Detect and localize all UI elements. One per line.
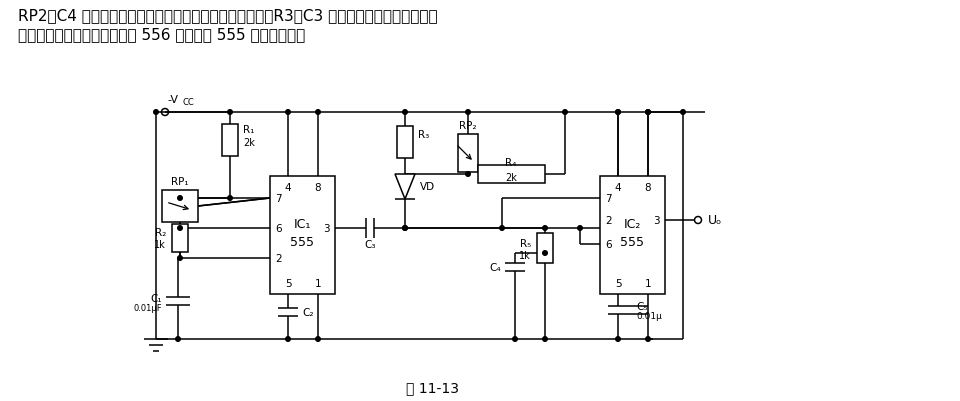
Circle shape [615,337,620,341]
Text: 1: 1 [645,278,651,288]
Circle shape [176,337,180,341]
Text: 来选择。也可以用双时基电路 556 代替两片 555 单时基电路。: 来选择。也可以用双时基电路 556 代替两片 555 单时基电路。 [18,27,305,43]
Circle shape [542,337,547,341]
Text: 1k: 1k [519,250,531,260]
Circle shape [646,337,650,341]
Text: RP2、C4 分别根据脉冲频率和占空比的调节范围来选择；R3、C3 则根据输出脉冲的最小宽度: RP2、C4 分别根据脉冲频率和占空比的调节范围来选择；R3、C3 则根据输出脉… [18,8,438,23]
Text: 0.01μ: 0.01μ [636,312,661,321]
Text: 3: 3 [324,223,330,233]
Circle shape [402,110,407,115]
Circle shape [578,226,583,231]
Text: 6: 6 [275,223,281,233]
Text: Uₒ: Uₒ [708,214,722,227]
Circle shape [542,226,547,231]
Text: C₃: C₃ [364,239,375,249]
Text: 1: 1 [315,278,322,288]
Text: 7: 7 [605,194,612,203]
Text: C₅: C₅ [636,301,647,311]
Text: IC₁: IC₁ [294,218,311,231]
Circle shape [286,110,290,115]
Circle shape [466,172,470,177]
Circle shape [402,226,407,231]
Text: RP₂: RP₂ [459,121,477,131]
Text: 7: 7 [275,194,281,203]
Bar [458,135,478,172]
Circle shape [681,110,685,115]
Text: 5: 5 [285,278,291,288]
Polygon shape [395,174,415,200]
Circle shape [178,226,182,231]
Circle shape [646,110,650,115]
Text: 8: 8 [315,182,322,192]
Text: 2: 2 [275,253,281,263]
Text: R₁: R₁ [243,125,254,135]
Circle shape [513,337,517,341]
Circle shape [286,337,290,341]
Text: 4: 4 [614,182,621,192]
Text: CC: CC [182,98,194,107]
Circle shape [402,226,407,231]
Bar [537,233,553,263]
Bar [222,125,238,157]
Text: R₅: R₅ [519,239,531,248]
Text: -V: -V [167,95,178,105]
Text: C₂: C₂ [302,307,314,317]
Text: IC₂: IC₂ [623,218,640,231]
Bar [478,166,545,184]
Bar [162,190,198,223]
Circle shape [615,110,620,115]
Text: 2k: 2k [243,138,254,148]
Text: RP₁: RP₁ [171,176,189,186]
Text: VD: VD [420,182,435,192]
Text: R₄: R₄ [505,158,516,168]
Text: C₄: C₄ [490,262,501,272]
Circle shape [316,337,321,341]
Circle shape [316,110,321,115]
Text: R₃: R₃ [418,130,429,140]
Bar [600,176,665,294]
Text: 8: 8 [645,182,651,192]
Circle shape [178,196,182,201]
Circle shape [178,256,182,261]
Text: 5: 5 [614,278,621,288]
Text: 555: 555 [620,236,644,249]
Text: 2k: 2k [505,172,516,182]
Circle shape [466,110,470,115]
Text: 2: 2 [605,215,612,225]
Text: 555: 555 [290,236,314,249]
Circle shape [615,110,620,115]
Text: 4: 4 [285,182,291,192]
Text: 6: 6 [605,239,612,249]
Text: R₂: R₂ [155,227,166,237]
Circle shape [228,110,232,115]
Text: 图 11-13: 图 11-13 [405,380,459,394]
Circle shape [646,110,650,115]
Text: 0.01μF: 0.01μF [133,304,162,313]
Text: 1k: 1k [155,239,166,249]
Circle shape [542,251,547,256]
Bar [172,225,188,252]
Circle shape [500,226,504,231]
Circle shape [228,196,232,201]
Text: 3: 3 [654,215,660,225]
Circle shape [154,110,158,115]
Bar [270,176,335,294]
Bar [397,127,413,159]
Text: C₁: C₁ [151,293,162,303]
Circle shape [563,110,567,115]
